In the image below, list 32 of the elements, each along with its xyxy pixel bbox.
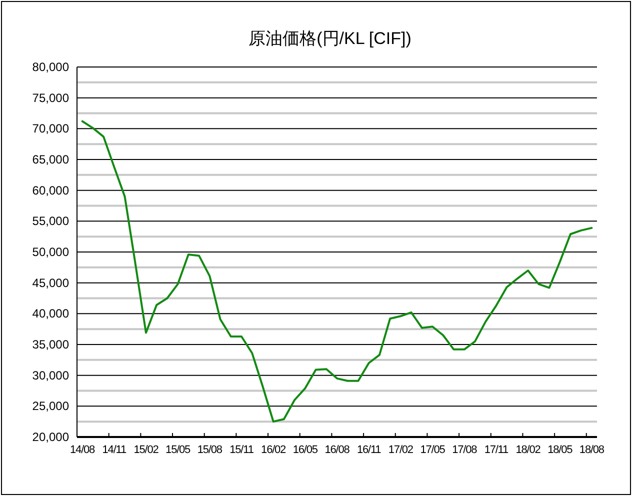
x-tick-label: 16/08 <box>324 444 350 456</box>
x-tick-label: 15/08 <box>197 444 222 456</box>
x-tick-label: 15/02 <box>134 444 159 456</box>
x-tick-label: 18/02 <box>516 444 541 456</box>
y-tick-label: 50,000 <box>32 245 70 259</box>
line-series <box>81 120 593 423</box>
x-tick-label: 18/08 <box>579 444 604 456</box>
y-tick-label: 80,000 <box>32 60 70 74</box>
y-tick-label: 20,000 <box>32 430 70 444</box>
x-tick-label: 17/05 <box>420 444 446 456</box>
y-tick-label: 45,000 <box>32 276 70 290</box>
y-tick-label: 25,000 <box>32 399 70 414</box>
x-tick-label: 17/11 <box>484 444 509 456</box>
chart-title: 原油価格(円/KL [CIF]) <box>248 29 412 48</box>
x-tick-label: 17/08 <box>452 444 478 456</box>
y-tick-label: 60,000 <box>32 183 70 198</box>
y-tick-label: 40,000 <box>32 306 70 321</box>
y-tick-label: 30,000 <box>32 368 70 382</box>
x-tick-label: 16/05 <box>292 444 318 456</box>
x-tick-label: 14/08 <box>70 444 96 456</box>
x-tick-label: 17/02 <box>388 444 414 456</box>
x-tick-label: 16/02 <box>261 444 286 456</box>
x-tick-label: 18/05 <box>548 444 573 456</box>
y-tick-label: 70,000 <box>32 122 70 136</box>
y-tick-label: 35,000 <box>32 338 70 352</box>
y-tick-label: 65,000 <box>32 152 70 166</box>
y-tick-label: 55,000 <box>32 214 70 228</box>
x-tick-label: 15/11 <box>230 444 254 456</box>
x-tick-label: 14/11 <box>102 444 126 456</box>
x-tick-label: 16/11 <box>356 444 382 456</box>
y-tick-label: 75,000 <box>32 90 70 105</box>
x-tick-label: 15/05 <box>166 444 191 456</box>
